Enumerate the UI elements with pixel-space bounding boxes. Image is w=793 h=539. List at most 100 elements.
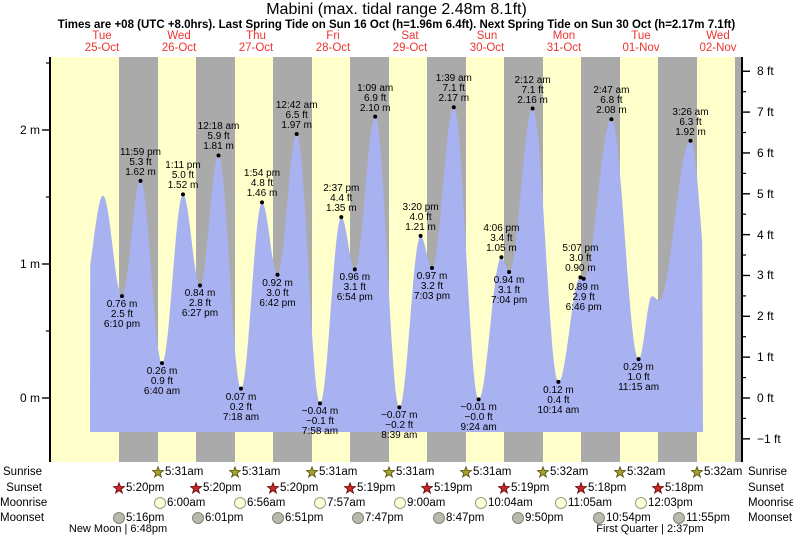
right-axis-label: 6 ft xyxy=(757,145,774,160)
sunrise-marker: 5:31am xyxy=(229,466,280,478)
tide-extreme-dot xyxy=(430,266,434,271)
sunrise-marker: 5:31am xyxy=(306,466,357,478)
tide-extreme-dot xyxy=(352,267,357,272)
tide-annotation-low: −0.01 m −0.0 ft 9:24 am xyxy=(460,402,497,434)
tide-annotation-high: 1:11 pm 5.0 ft 1.52 m xyxy=(165,160,201,192)
moonset-circle-icon xyxy=(593,512,605,524)
sunrise-marker: 5:32am xyxy=(691,466,742,478)
tide-curve-area xyxy=(90,107,703,432)
moonrise-circle-icon xyxy=(234,497,246,509)
sunset-star-icon xyxy=(190,482,202,494)
sunset-marker: 5:20pm xyxy=(113,482,164,494)
moonset-time: 10:54pm xyxy=(606,512,651,524)
sunrise-time: 5:31am xyxy=(165,466,204,478)
tide-annotation-low: 0.76 m 2.5 ft 6:10 pm xyxy=(103,299,141,331)
tide-extreme-dot xyxy=(239,386,243,391)
tide-extreme-dot xyxy=(636,357,641,362)
moonset-time: 8:47pm xyxy=(446,512,485,524)
sunrise-time: 5:31am xyxy=(242,466,281,478)
sunrise-time: 5:31am xyxy=(473,466,512,478)
moonrise-time: 6:56am xyxy=(247,497,286,509)
tide-annotation-high: 3:26 am 6.3 ft 1.92 m xyxy=(672,106,709,138)
tide-extreme-dot xyxy=(373,114,378,119)
day-header: Fri 28-Oct xyxy=(315,30,351,54)
tide-extreme-dot xyxy=(688,138,693,143)
moonset-marker: 11:55pm xyxy=(673,512,730,524)
tide-annotation-high: 1:09 am 6.9 ft 2.10 m xyxy=(357,82,394,114)
sunset-marker: 5:19pm xyxy=(421,482,472,494)
day-header: Mon 31-Oct xyxy=(546,30,582,54)
sunrise-time: 5:31am xyxy=(319,466,358,478)
sunset-time: 5:20pm xyxy=(280,482,319,494)
tide-annotation-low: 0.84 m 2.8 ft 6:27 pm xyxy=(181,288,219,320)
sunrise-star-icon xyxy=(229,466,241,478)
tide-extreme-dot xyxy=(609,117,614,122)
chart-title: Mabini (max. tidal range 2.48m 8.1ft) xyxy=(266,1,527,18)
sunrise-star-icon xyxy=(691,466,703,478)
sunset-time: 5:19pm xyxy=(511,482,550,494)
tide-extreme-dot xyxy=(318,401,322,406)
moonrise-circle-icon xyxy=(475,497,487,509)
right-axis-label: 2 ft xyxy=(757,309,774,324)
sunrise-star-icon xyxy=(306,466,318,478)
moonrise-marker: 7:57am xyxy=(314,497,365,509)
right-axis-label: 8 ft xyxy=(757,64,774,79)
day-header: Sat 29-Oct xyxy=(392,30,428,54)
moonrise-circle-icon xyxy=(555,497,567,509)
row-label-moonrise-right: Moonrise xyxy=(748,497,793,509)
sunset-time: 5:19pm xyxy=(357,482,396,494)
moonset-circle-icon xyxy=(673,512,685,524)
moonrise-time: 12:03pm xyxy=(648,497,693,509)
tide-annotation-high: 2:47 am 6.8 ft 2.08 m xyxy=(593,85,630,117)
moonset-time: 6:51pm xyxy=(285,512,324,524)
tide-extreme-dot xyxy=(397,405,402,410)
tide-extreme-dot xyxy=(476,397,481,402)
tide-annotation-high: 12:42 am 6.5 ft 1.97 m xyxy=(275,100,318,132)
tide-extreme-dot xyxy=(294,132,299,137)
tide-extreme-dot xyxy=(578,275,583,280)
sunset-star-icon xyxy=(267,482,279,494)
tide-annotation-high: 12:18 am 5.9 ft 1.81 m xyxy=(197,121,240,153)
tide-annotation-low: 0.94 m 3.1 ft 7:04 pm xyxy=(491,275,528,307)
sunset-time: 5:19pm xyxy=(434,482,473,494)
tide-extreme-dot xyxy=(120,294,124,299)
sunset-time: 5:20pm xyxy=(203,482,242,494)
moonset-time: 9:50pm xyxy=(525,512,564,524)
tide-extreme-dot xyxy=(198,283,202,288)
moonrise-time: 7:57am xyxy=(327,497,366,509)
left-axis-label: 0 m xyxy=(19,391,40,405)
sunrise-time: 5:32am xyxy=(550,466,589,478)
tide-annotation-high: 2:37 pm 4.4 ft 1.35 m xyxy=(323,183,360,215)
day-header: Sun 30-Oct xyxy=(469,30,505,54)
moonset-circle-icon xyxy=(113,512,125,524)
moonset-circle-icon xyxy=(192,512,204,524)
sunrise-marker: 5:31am xyxy=(152,466,203,478)
tide-annotation-low: −0.04 m −0.1 ft 7:58 am xyxy=(301,406,339,438)
tide-extreme-dot xyxy=(451,105,456,110)
moon-phase-new-moon: New Moon | 6:48pm xyxy=(68,523,168,535)
tide-annotation-low: 0.92 m 3.0 ft 6:42 pm xyxy=(259,277,296,309)
sunrise-marker: 5:32am xyxy=(537,466,588,478)
sunset-star-icon xyxy=(113,482,125,494)
tide-extreme-dot xyxy=(556,379,561,384)
tide-annotation-high: 4:06 pm 3.4 ft 1.05 m xyxy=(483,223,520,255)
day-header: Tue 25-Oct xyxy=(84,30,120,54)
row-label-sunrise-left: Sunrise xyxy=(3,466,42,478)
tide-annotation-low: 0.26 m 0.9 ft 6:40 am xyxy=(143,366,181,398)
sunrise-star-icon xyxy=(152,466,164,478)
moonrise-marker: 6:56am xyxy=(234,497,285,509)
moonset-circle-icon xyxy=(433,512,445,524)
moonrise-marker: 11:05am xyxy=(555,497,612,509)
tide-annotation-low: 0.97 m 3.2 ft 7:03 pm xyxy=(413,271,451,303)
sunset-star-icon xyxy=(652,482,664,494)
moonrise-marker: 12:03pm xyxy=(635,497,693,509)
sunrise-marker: 5:31am xyxy=(383,466,434,478)
moon-phase-first-quarter: First Quarter | 2:37pm xyxy=(596,523,704,535)
right-axis-label: −1 ft xyxy=(757,431,781,446)
tide-annotation-high: 3:20 pm 4.0 ft 1.21 m xyxy=(402,201,439,233)
moonset-marker: 6:01pm xyxy=(192,512,243,524)
tide-extreme-dot xyxy=(275,272,280,277)
moonrise-circle-icon xyxy=(635,497,647,509)
